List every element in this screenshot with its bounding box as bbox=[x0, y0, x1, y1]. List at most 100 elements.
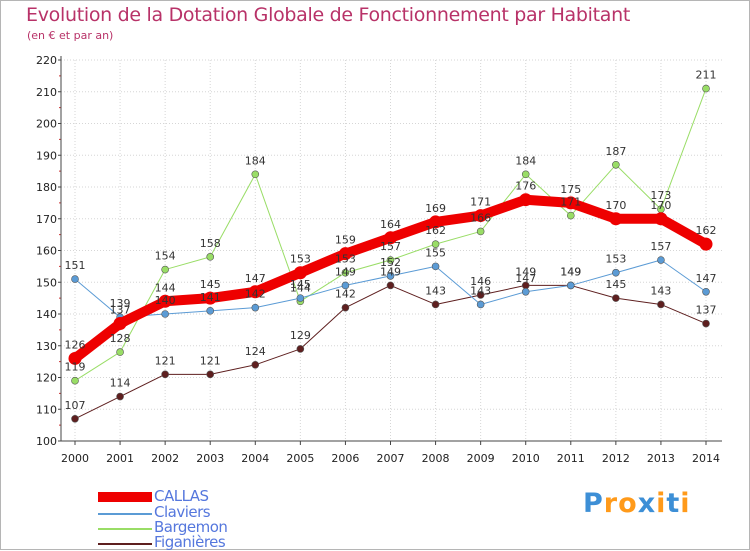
x-tick-label: 2000 bbox=[61, 452, 89, 465]
data-label-bargemon: 184 bbox=[515, 154, 536, 167]
y-tick-label: 130 bbox=[36, 340, 57, 353]
data-label-callas: 147 bbox=[245, 272, 266, 285]
chart-title: Evolution de la Dotation Globale de Fonc… bbox=[26, 4, 631, 26]
data-point-bargemon bbox=[431, 240, 440, 248]
y-tick-label: 140 bbox=[36, 308, 57, 321]
data-label-claviers: 140 bbox=[155, 294, 176, 307]
data-label-claviers: 149 bbox=[560, 265, 581, 278]
data-point-claviers bbox=[161, 310, 169, 318]
data-label-figanieres: 137 bbox=[696, 304, 717, 317]
data-label-figanieres: 129 bbox=[290, 329, 311, 342]
data-point-claviers bbox=[206, 307, 215, 315]
data-point-bargemon bbox=[386, 256, 395, 264]
data-point-bargemon bbox=[566, 211, 575, 220]
logo-letter: o bbox=[618, 488, 638, 519]
data-label-figanieres: 121 bbox=[200, 354, 221, 367]
legend-swatch-bargemon bbox=[98, 528, 152, 530]
logo-letter: P bbox=[583, 488, 604, 519]
data-point-bargemon bbox=[702, 84, 710, 93]
data-label-claviers: 142 bbox=[245, 288, 266, 301]
data-point-callas bbox=[158, 294, 172, 308]
data-label-callas: 164 bbox=[380, 218, 401, 231]
x-tick-label: 2013 bbox=[647, 452, 675, 465]
data-label-bargemon: 166 bbox=[470, 211, 491, 224]
data-label-claviers: 147 bbox=[515, 272, 536, 285]
data-point-figanieres bbox=[476, 291, 485, 299]
data-label-callas: 137 bbox=[110, 304, 131, 317]
data-point-callas bbox=[203, 291, 217, 305]
data-label-bargemon: 154 bbox=[155, 250, 176, 263]
x-tick-label: 2002 bbox=[151, 452, 179, 465]
data-point-figanieres bbox=[431, 300, 440, 309]
data-label-callas: 171 bbox=[470, 196, 491, 209]
data-point-claviers bbox=[566, 281, 575, 290]
data-point-bargemon bbox=[71, 376, 79, 385]
data-point-bargemon bbox=[521, 170, 530, 179]
data-point-callas bbox=[293, 266, 307, 280]
legend-label-claviers: Claviers bbox=[154, 503, 211, 521]
data-label-callas: 175 bbox=[560, 183, 581, 196]
data-label-bargemon: 184 bbox=[245, 154, 266, 167]
data-label-callas: 126 bbox=[65, 338, 86, 351]
data-label-claviers: 153 bbox=[605, 253, 626, 266]
x-tick-label: 2006 bbox=[331, 452, 359, 465]
data-label-figanieres: 146 bbox=[470, 275, 491, 288]
data-label-claviers: 147 bbox=[696, 272, 717, 285]
data-point-callas bbox=[609, 212, 623, 226]
data-label-bargemon: 211 bbox=[696, 69, 717, 82]
data-label-bargemon: 162 bbox=[425, 224, 446, 237]
y-tick-label: 180 bbox=[36, 181, 57, 194]
data-label-figanieres: 143 bbox=[650, 284, 671, 297]
data-point-callas bbox=[384, 231, 397, 245]
data-label-figanieres: 114 bbox=[110, 377, 131, 390]
data-point-callas bbox=[248, 285, 262, 299]
data-label-claviers: 143 bbox=[470, 284, 491, 297]
data-label-callas: 162 bbox=[696, 224, 717, 237]
data-point-claviers bbox=[296, 294, 305, 302]
data-point-claviers bbox=[386, 272, 395, 280]
data-label-callas: 145 bbox=[200, 278, 221, 291]
data-label-figanieres: 149 bbox=[380, 265, 401, 278]
x-tick-label: 2004 bbox=[241, 452, 269, 465]
data-point-claviers bbox=[521, 287, 530, 296]
data-point-figanieres bbox=[116, 392, 124, 401]
data-label-claviers: 152 bbox=[380, 256, 401, 269]
x-tick-label: 2014 bbox=[692, 452, 720, 465]
data-label-bargemon: 144 bbox=[290, 281, 311, 294]
data-point-figanieres bbox=[612, 294, 620, 302]
data-label-figanieres: 142 bbox=[335, 288, 356, 301]
data-label-callas: 159 bbox=[335, 234, 356, 247]
x-tick-label: 2003 bbox=[196, 452, 224, 465]
data-label-figanieres: 124 bbox=[245, 345, 266, 358]
y-tick-label: 150 bbox=[36, 276, 57, 289]
data-point-claviers bbox=[71, 275, 79, 283]
data-label-bargemon: 119 bbox=[65, 361, 86, 374]
data-point-bargemon bbox=[251, 170, 260, 179]
y-tick-label: 100 bbox=[36, 435, 57, 448]
data-point-figanieres bbox=[206, 370, 215, 379]
y-tick-label: 200 bbox=[36, 118, 57, 131]
data-label-bargemon: 157 bbox=[380, 240, 401, 253]
axes: 100 110 120 130 140 150 160 170 180 190 200 210 220 2… bbox=[36, 54, 722, 465]
data-label-callas: 170 bbox=[605, 199, 626, 212]
data-label-figanieres: 143 bbox=[425, 284, 446, 297]
legend-label-figanieres: Figanières bbox=[154, 533, 226, 551]
data-label-claviers: 151 bbox=[65, 259, 86, 272]
legend-swatch-claviers bbox=[98, 513, 152, 515]
series-lines bbox=[68, 84, 713, 423]
y-tick-label: 220 bbox=[36, 54, 57, 67]
data-label-callas: 144 bbox=[155, 281, 176, 294]
y-tick-label: 190 bbox=[36, 149, 57, 162]
data-point-claviers bbox=[476, 300, 485, 309]
data-label-claviers: 149 bbox=[335, 265, 356, 278]
x-tick-label: 2009 bbox=[467, 452, 495, 465]
data-point-figanieres bbox=[657, 300, 665, 309]
x-tick-label: 2001 bbox=[106, 452, 134, 465]
proxiti-logo: Proxiti bbox=[583, 488, 691, 519]
data-point-figanieres bbox=[386, 281, 395, 290]
data-label-claviers: 139 bbox=[110, 297, 131, 310]
x-tick-label: 2010 bbox=[512, 452, 540, 465]
data-point-bargemon bbox=[206, 253, 215, 261]
data-point-callas bbox=[564, 196, 578, 210]
grid-lines bbox=[61, 59, 722, 442]
